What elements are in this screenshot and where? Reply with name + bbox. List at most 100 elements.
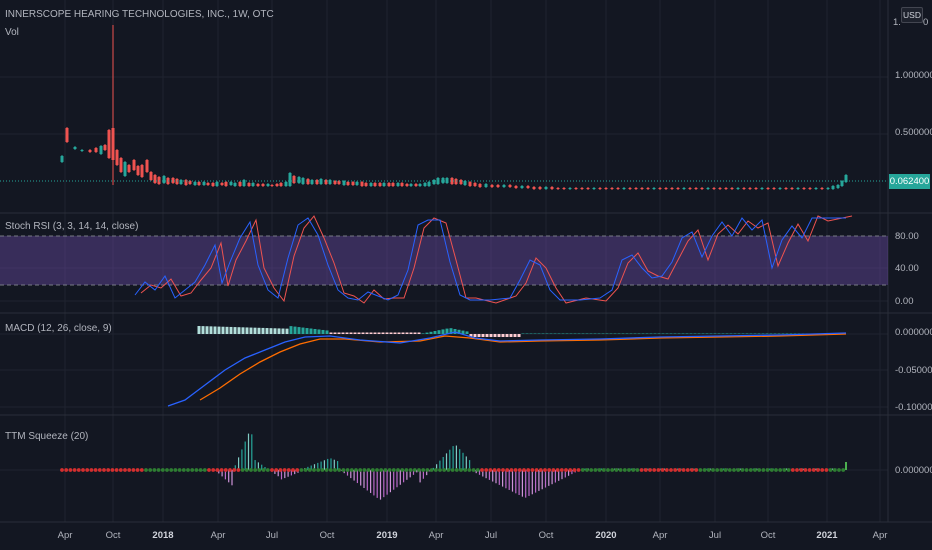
ttm-axis-label: 0.000000	[895, 465, 932, 476]
squeeze-dot	[282, 468, 287, 472]
squeeze-histogram-bar	[482, 470, 484, 477]
candle	[414, 184, 418, 186]
squeeze-histogram-bar	[445, 453, 448, 470]
squeeze-histogram-bar	[485, 470, 487, 479]
macd-histogram-bar	[645, 333, 649, 334]
candle	[778, 188, 782, 189]
candle	[107, 130, 111, 158]
squeeze-dot	[572, 468, 577, 472]
macd-histogram-bar	[705, 333, 709, 334]
macd-histogram-bar	[537, 333, 541, 334]
squeeze-histogram-bar	[317, 462, 319, 470]
candle	[162, 176, 166, 183]
macd-histogram-bar	[221, 326, 225, 334]
squeeze-histogram-bar	[386, 470, 388, 495]
currency-button[interactable]: USD	[901, 7, 923, 23]
squeeze-dot	[215, 468, 220, 472]
squeeze-dot	[744, 468, 749, 472]
squeeze-histogram-bar	[455, 445, 457, 470]
candle	[206, 183, 210, 185]
squeeze-dot	[102, 468, 106, 472]
candle	[233, 183, 237, 186]
macd-histogram-bar	[317, 329, 321, 334]
squeeze-dot	[433, 468, 438, 472]
macd-histogram-bar	[773, 333, 777, 334]
squeeze-dot	[286, 468, 291, 472]
macd-histogram-bar	[249, 327, 253, 334]
squeeze-dot	[307, 468, 312, 472]
macd-histogram-bar	[745, 333, 749, 334]
squeeze-dot	[265, 468, 270, 472]
macd-histogram-bar	[225, 326, 229, 334]
squeeze-histogram-bar	[551, 470, 553, 485]
squeeze-dot	[568, 468, 573, 472]
squeeze-dot	[114, 468, 119, 472]
macd-histogram-bar	[389, 332, 393, 334]
macd-histogram-bar	[369, 332, 373, 334]
macd-histogram-bar	[793, 333, 797, 334]
candle	[418, 184, 422, 186]
candle	[197, 182, 201, 185]
macd-histogram-bar	[661, 333, 665, 334]
macd-histogram-bar	[549, 333, 553, 334]
macd-histogram-bar	[213, 326, 217, 334]
candle	[275, 184, 279, 186]
squeeze-histogram-bar	[544, 470, 547, 488]
macd-histogram-bar	[729, 333, 733, 334]
squeeze-dot	[652, 468, 657, 472]
candle	[772, 188, 776, 189]
squeeze-histogram-bar	[568, 470, 570, 476]
candle	[297, 177, 301, 183]
macd-histogram-bar	[241, 327, 245, 334]
squeeze-histogram-bar	[370, 470, 372, 493]
candle	[65, 128, 69, 142]
macd-histogram-bar	[641, 333, 645, 334]
squeeze-histogram-bar	[531, 470, 533, 495]
squeeze-histogram-bar	[376, 470, 378, 498]
squeeze-dot	[396, 468, 400, 472]
squeeze-dot	[761, 468, 766, 472]
candle	[441, 178, 445, 183]
squeeze-histogram-bar	[221, 470, 223, 477]
squeeze-dot	[64, 468, 69, 472]
squeeze-dot	[316, 468, 321, 472]
candle	[171, 178, 175, 183]
squeeze-dot	[412, 468, 417, 472]
squeeze-histogram-bar	[558, 470, 560, 481]
macd-histogram-bar	[233, 327, 237, 334]
time-axis-label: Oct	[538, 530, 554, 541]
squeeze-histogram-bar	[337, 461, 339, 470]
squeeze-dot	[438, 468, 442, 472]
macd-histogram-bar	[469, 334, 473, 337]
macd-histogram-bar	[533, 333, 537, 334]
price-axis-label: 0.500000	[895, 127, 932, 138]
candle	[132, 160, 136, 170]
candle	[324, 180, 328, 184]
stoch-k-line	[134, 217, 846, 301]
macd-histogram-bar	[521, 333, 525, 334]
squeeze-dot	[492, 468, 497, 472]
macd-histogram-bar	[409, 332, 413, 334]
macd-histogram-bar	[197, 326, 201, 334]
candle	[730, 188, 734, 189]
price-axis-label: 1.000000	[895, 70, 932, 81]
squeeze-dot	[123, 468, 127, 472]
macd-histogram-bar	[621, 333, 625, 334]
squeeze-histogram-bar	[261, 464, 263, 470]
macd-histogram-bar	[341, 332, 345, 334]
macd-histogram-bar	[741, 333, 745, 334]
stoch-axis-label: 80.00	[895, 231, 919, 242]
squeeze-dot	[837, 468, 841, 472]
squeeze-histogram-bar	[723, 468, 725, 470]
macd-histogram-bar	[629, 333, 633, 334]
macd-histogram-bar	[393, 332, 397, 334]
candle	[238, 182, 242, 186]
last-price-tag: 0.062400	[889, 174, 930, 189]
macd-histogram-bar	[285, 328, 289, 334]
candle	[333, 181, 337, 184]
squeeze-histogram-bar	[353, 470, 355, 481]
squeeze-dot	[543, 468, 547, 472]
squeeze-dot	[807, 468, 812, 472]
macd-histogram-bar	[657, 333, 661, 334]
